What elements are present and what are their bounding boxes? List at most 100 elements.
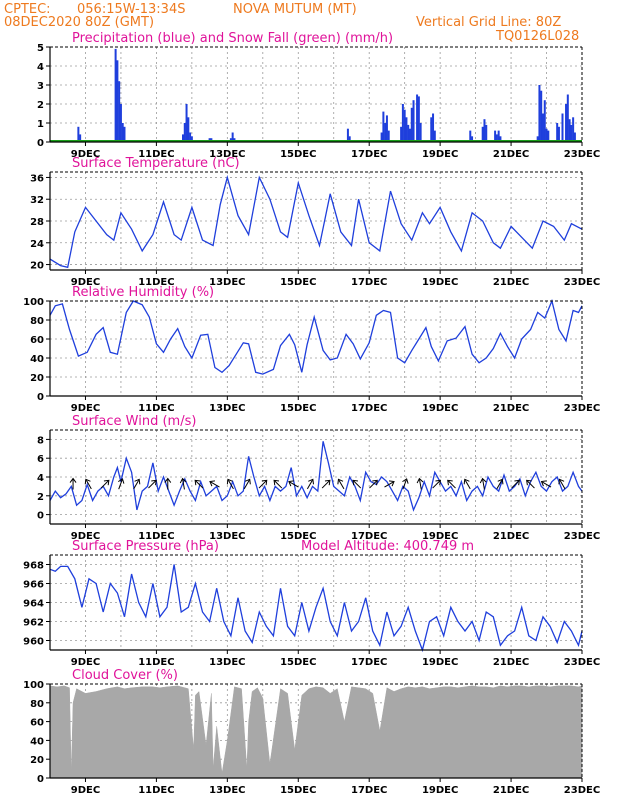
y-tick-label: 20 <box>30 373 44 384</box>
wind-arrow-shaft <box>148 480 156 489</box>
y-tick-label: 1 <box>37 119 44 130</box>
x-tick-label: 11DEC <box>138 657 174 668</box>
x-tick-label: 15DEC <box>280 785 316 796</box>
precip-bar <box>118 81 121 142</box>
precip-bar <box>540 90 543 142</box>
panel-title: Surface Pressure (hPa) <box>72 539 219 554</box>
precip-bar <box>538 85 541 142</box>
x-tick-label: 17DEC <box>351 531 387 542</box>
precip-bar <box>410 107 413 142</box>
wind-arrow <box>511 479 520 489</box>
y-tick-label: 962 <box>23 618 44 629</box>
panel-title: Surface Wind (m/s) <box>72 414 196 429</box>
y-tick-label: 32 <box>30 195 44 206</box>
precip-bar <box>189 132 192 142</box>
wind-arrow-head <box>463 478 470 485</box>
wind-arrow-shaft <box>289 481 299 488</box>
header-source: CPTEC: <box>4 2 51 17</box>
wind-arrow <box>148 479 157 489</box>
precip-bar <box>556 123 559 142</box>
y-tick-label: 3 <box>37 81 44 92</box>
wind-arrow <box>194 479 204 489</box>
precip-bar <box>79 134 82 142</box>
wind-arrow-head <box>118 478 125 484</box>
y-tick-label: 36 <box>30 173 44 184</box>
wind-arrow-shaft <box>448 480 456 489</box>
wind-arrow-head <box>402 478 409 484</box>
precip-bar <box>182 134 184 142</box>
wind-arrow-head <box>261 479 268 486</box>
wind-arrow-shaft <box>464 479 471 490</box>
precip-bar <box>123 126 126 142</box>
y-tick-label: 60 <box>30 718 44 729</box>
panel-title: Relative Humidity (%) <box>72 285 214 300</box>
y-tick-label: 28 <box>30 217 44 228</box>
wind-arrow-head <box>179 477 187 484</box>
x-tick-label: 11DEC <box>138 785 174 796</box>
wind-arrow-head <box>540 480 547 487</box>
wind-arrow-shaft <box>210 481 220 488</box>
wind-arrow-head <box>479 477 487 484</box>
wind-arrow-head <box>194 479 201 486</box>
wind-arrow-head <box>288 480 294 487</box>
wind-arrow-head <box>526 479 532 486</box>
precip-bar <box>187 117 190 142</box>
precip-bar <box>380 132 383 142</box>
series-line <box>49 174 583 269</box>
panel-title: Surface Temperature (nC) <box>72 156 240 171</box>
wind-arrow-shaft <box>542 481 552 488</box>
wind-arrow-shaft <box>369 480 377 489</box>
wind-arrow-shaft <box>182 479 185 490</box>
wind-arrow-head <box>372 479 378 486</box>
x-tick-label: 23DEC <box>564 403 600 414</box>
wind-arrow <box>84 478 92 490</box>
wind-arrow-head <box>151 479 157 486</box>
wind-arrow-head <box>352 479 359 486</box>
wind-arrow-head <box>497 478 504 485</box>
wind-arrow <box>337 478 345 490</box>
x-tick-label: 15DEC <box>280 531 316 542</box>
precip-bar <box>401 104 404 142</box>
y-tick-label: 60 <box>30 335 44 346</box>
wind-arrow-shaft <box>559 479 566 490</box>
panel-2: Relative Humidity (%) 0 20 40 60 80 100 9DEC 11D… <box>23 285 600 414</box>
precip-bar <box>412 100 415 142</box>
panel-3: Surface Wind (m/s) 0 2 4 6 8 9DEC 11DEC 13DEC 15D… <box>37 414 600 542</box>
precip-bar <box>433 130 436 142</box>
wind-arrow-shaft <box>133 479 140 490</box>
precip-bar <box>185 104 188 142</box>
precip-bar <box>77 126 80 142</box>
y-tick-label: 4 <box>37 62 44 73</box>
x-tick-label: 21DEC <box>493 403 529 414</box>
precip-bar <box>547 130 550 142</box>
precip-bar <box>190 136 193 142</box>
panel-1: Surface Temperature (nC) 20 24 28 32 36 9DEC 11… <box>30 156 600 288</box>
wind-arrow-shaft <box>306 479 313 490</box>
wind-arrow-shaft <box>419 479 422 490</box>
y-tick-label: 968 <box>23 561 44 572</box>
precip-bar <box>384 123 387 142</box>
x-tick-label: 23DEC <box>564 149 600 160</box>
chart-panels: Precipitation (blue) and Snow Fall (gree… <box>23 31 600 796</box>
precip-bar <box>497 130 500 142</box>
wind-arrow <box>558 478 566 490</box>
precip-bar <box>430 117 433 142</box>
x-tick-label: 21DEC <box>493 277 529 288</box>
precip-bar <box>568 119 571 142</box>
wind-arrow <box>369 479 378 489</box>
header-grid-note: Vertical Grid Line: 80Z <box>416 15 561 30</box>
wind-arrow <box>402 478 409 490</box>
x-tick-label: 11DEC <box>138 531 174 542</box>
wind-arrow-head <box>69 477 77 483</box>
y-tick-label: 0 <box>37 774 44 785</box>
header-coords: 056:15W-13:34S <box>77 2 185 17</box>
y-tick-label: 4 <box>37 473 44 484</box>
x-tick-label: 23DEC <box>564 657 600 668</box>
precip-bar <box>121 123 124 142</box>
y-tick-label: 80 <box>30 699 44 710</box>
wind-arrow-shaft <box>482 479 485 490</box>
precip-bar <box>231 132 234 142</box>
x-tick-label: 9DEC <box>71 403 100 414</box>
wind-arrow-head <box>558 478 565 485</box>
